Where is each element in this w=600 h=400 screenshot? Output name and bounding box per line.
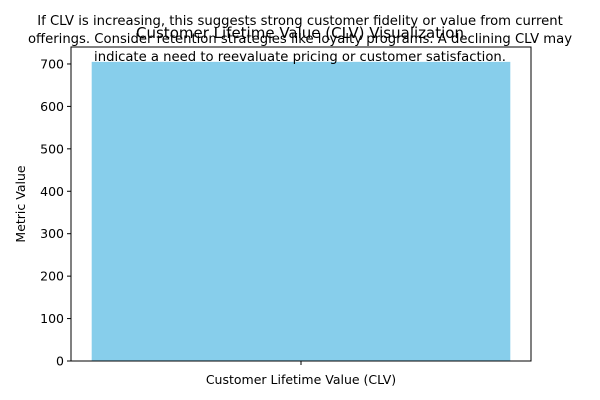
annotation-line: indicate a need to reevaluate pricing or… xyxy=(94,50,506,65)
y-axis-label: Metric Value xyxy=(13,165,28,242)
y-tick-label: 700 xyxy=(40,56,64,71)
annotation-line: offerings. Consider retention strategies… xyxy=(28,32,572,47)
annotation-line: If CLV is increasing, this suggests stro… xyxy=(37,14,563,29)
y-tick-label: 300 xyxy=(40,226,64,241)
y-tick-label: 500 xyxy=(40,141,64,156)
y-tick-label: 400 xyxy=(40,184,64,199)
annotation: If CLV is increasing, this suggests stro… xyxy=(28,14,572,65)
bar xyxy=(91,61,511,362)
chart-title: Customer Lifetime Value (CLV) Visualizat… xyxy=(136,24,464,42)
y-tick-label: 100 xyxy=(40,311,64,326)
y-tick-label: 600 xyxy=(40,99,64,114)
bars-group xyxy=(91,61,511,362)
y-tick-label: 0 xyxy=(56,354,64,369)
y-tick-label: 200 xyxy=(40,269,64,284)
x-axis-ticks: Customer Lifetime Value (CLV) xyxy=(206,361,396,387)
y-axis-ticks: 0 100 200 300 400 500 600 700 xyxy=(40,56,71,369)
x-tick-label: Customer Lifetime Value (CLV) xyxy=(206,372,396,387)
plot-frame xyxy=(70,46,532,362)
